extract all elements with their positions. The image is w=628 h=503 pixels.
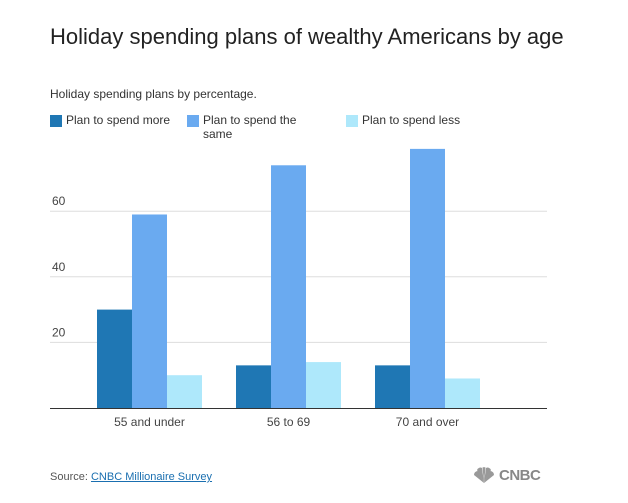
x-tick-label: 55 and under [114, 415, 185, 429]
legend-swatch-more [50, 115, 62, 127]
bar-same-3 [410, 148, 445, 408]
bar-more-3 [375, 365, 410, 408]
legend-item-more: Plan to spend more [50, 113, 176, 127]
legend-label-same: Plan to spend the same [203, 113, 297, 141]
axis-labels: 20 40 60 55 and under 56 to 69 70 and over [52, 194, 459, 429]
source-note: Source: CNBC Millionaire Survey [50, 471, 212, 483]
bar-less-3 [445, 378, 480, 408]
y-tick-label: 60 [52, 194, 66, 208]
legend-label-less: Plan to spend less [362, 113, 461, 127]
x-tick-label: 70 and over [396, 415, 459, 429]
legend-swatch-less [346, 115, 358, 127]
legend-label-more: Plan to spend more [66, 113, 171, 127]
source-label: Source: [50, 471, 88, 483]
logo-text: CNBC [499, 467, 541, 484]
legend-swatch-same [187, 115, 199, 127]
bar-same-2 [271, 165, 306, 408]
x-tick-label: 56 to 69 [267, 415, 311, 429]
chart-subtitle: Holiday spending plans by percentage. [50, 87, 257, 101]
chart-title: Holiday spending plans of wealthy Americ… [50, 24, 564, 49]
bars [97, 148, 480, 408]
source-link[interactable]: CNBC Millionaire Survey [90, 471, 213, 483]
bar-more-1 [97, 309, 132, 408]
bar-less-2 [306, 362, 341, 408]
y-tick-label: 40 [52, 260, 66, 274]
bar-more-2 [236, 365, 271, 408]
legend-item-less: Plan to spend less [346, 113, 472, 127]
cnbc-logo: CNBC [472, 467, 541, 484]
y-tick-label: 20 [52, 325, 66, 339]
bar-same-1 [132, 214, 167, 408]
bar-less-1 [167, 375, 202, 408]
peacock-icon [474, 467, 494, 483]
legend-item-same: Plan to spend the same [187, 113, 313, 141]
legend: Plan to spend more Plan to spend the sam… [50, 113, 510, 147]
